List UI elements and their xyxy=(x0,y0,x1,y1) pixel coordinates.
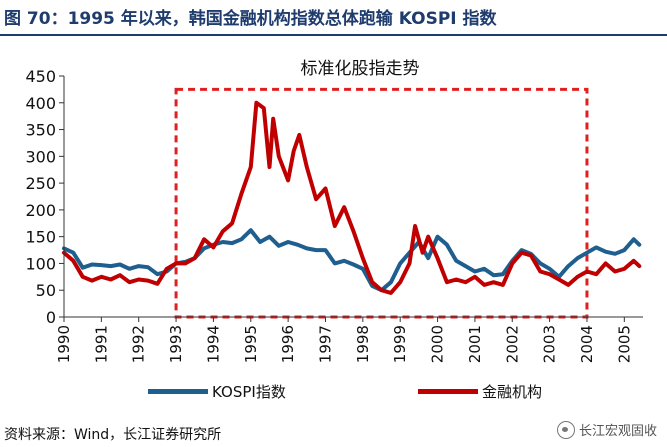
x-tick-label-2004: 2004 xyxy=(578,325,596,363)
x-tick-label-2002: 2002 xyxy=(503,325,521,363)
x-tick-label-2005: 2005 xyxy=(615,325,633,363)
y-tick-label-50: 50 xyxy=(36,281,56,300)
figure-caption: 图 70：1995 年以来，韩国金融机构指数总体跑输 KOSPI 指数 xyxy=(4,9,497,29)
x-tick-label-1993: 1993 xyxy=(167,325,185,363)
source-note: 资料来源：Wind，长江证券研究所 xyxy=(4,427,222,443)
watermark: 长江宏观固收 xyxy=(556,420,657,439)
x-tick-label-1999: 1999 xyxy=(391,325,409,363)
chart: 标准化股指走势 0 50 100 150 200 250 300 350 400 450 1990 1… xyxy=(25,59,643,363)
y-tick-label-200: 200 xyxy=(25,201,56,220)
y-tick-label-250: 250 xyxy=(25,174,56,193)
wechat-icon xyxy=(556,420,575,439)
x-tick-label-2003: 2003 xyxy=(541,325,559,363)
axis-layer: 0 50 100 150 200 250 300 350 400 450 1990 1991 1992 1… xyxy=(25,67,643,363)
kospi-line xyxy=(62,228,642,293)
legend-item-finance: 金融机构 xyxy=(418,381,542,401)
y-tick-label-350: 350 xyxy=(25,121,56,140)
legend-swatch-kospi xyxy=(148,388,208,394)
legend-label-finance: 金融机构 xyxy=(482,382,543,401)
finance-line xyxy=(62,100,642,295)
caption-rule xyxy=(0,34,667,36)
y-tick-label-400: 400 xyxy=(25,94,56,113)
x-tick-label-1994: 1994 xyxy=(204,325,222,363)
x-tick-label-1990: 1990 xyxy=(55,325,73,363)
chart-title: 标准化股指走势 xyxy=(301,59,420,79)
series-layer xyxy=(62,100,642,295)
y-tick-label-300: 300 xyxy=(25,147,56,166)
legend-label-kospi: KOSPI指数 xyxy=(212,382,286,401)
x-tick-label-1996: 1996 xyxy=(279,325,297,363)
x-tick-label-1998: 1998 xyxy=(354,325,372,363)
x-tick-label-1991: 1991 xyxy=(92,325,110,363)
x-tick-label-1992: 1992 xyxy=(130,325,148,363)
y-tick-label-150: 150 xyxy=(25,228,56,247)
legend-item-kospi: KOSPI指数 xyxy=(148,381,286,401)
legend-swatch-finance xyxy=(418,388,478,394)
y-tick-label-450: 450 xyxy=(25,67,56,86)
y-tick-label-100: 100 xyxy=(25,254,56,273)
watermark-text: 长江宏观固收 xyxy=(578,424,657,439)
x-tick-label-2001: 2001 xyxy=(466,325,484,363)
x-tick-label-1995: 1995 xyxy=(242,325,260,363)
x-tick-label-1997: 1997 xyxy=(316,325,334,363)
x-tick-label-2000: 2000 xyxy=(429,325,447,363)
y-tick-label-0: 0 xyxy=(46,308,56,327)
